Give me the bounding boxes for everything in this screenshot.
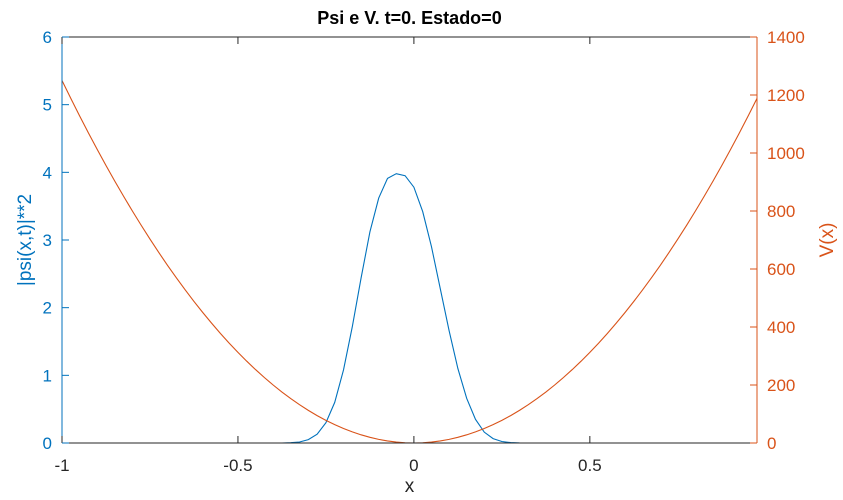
left-y-tick-label: 5: [43, 96, 52, 115]
right-y-tick-label: 600: [767, 260, 795, 279]
right-y-tick-label: 0: [767, 434, 776, 453]
right-y-axis-title: V(x): [817, 223, 838, 258]
right-y-tick-label: 200: [767, 376, 795, 395]
right-y-tick-label: 1000: [767, 144, 805, 163]
x-axis-title: x: [405, 476, 415, 497]
left-y-tick-label: 6: [43, 28, 52, 47]
left-y-tick-label: 4: [43, 163, 52, 182]
left-y-tick-label: 1: [43, 366, 52, 385]
left-y-tick-label: 2: [43, 299, 52, 318]
chart-title: Psi e V. t=0. Estado=0: [317, 8, 501, 28]
right-y-tick-label: 800: [767, 202, 795, 221]
left-y-tick-label: 0: [43, 434, 52, 453]
plot-area: [62, 37, 757, 443]
x-tick-label: 0: [409, 456, 418, 475]
right-y-tick-label: 1200: [767, 86, 805, 105]
right-y-tick-label: 1400: [767, 28, 805, 47]
x-tick-label: 0.5: [578, 456, 602, 475]
x-tick-label: -1: [54, 456, 69, 475]
left-y-tick-label: 3: [43, 231, 52, 250]
left-y-axis-title: |psi(x,t)|**2: [15, 194, 36, 286]
x-tick-label: -0.5: [223, 456, 252, 475]
right-y-tick-label: 400: [767, 318, 795, 337]
